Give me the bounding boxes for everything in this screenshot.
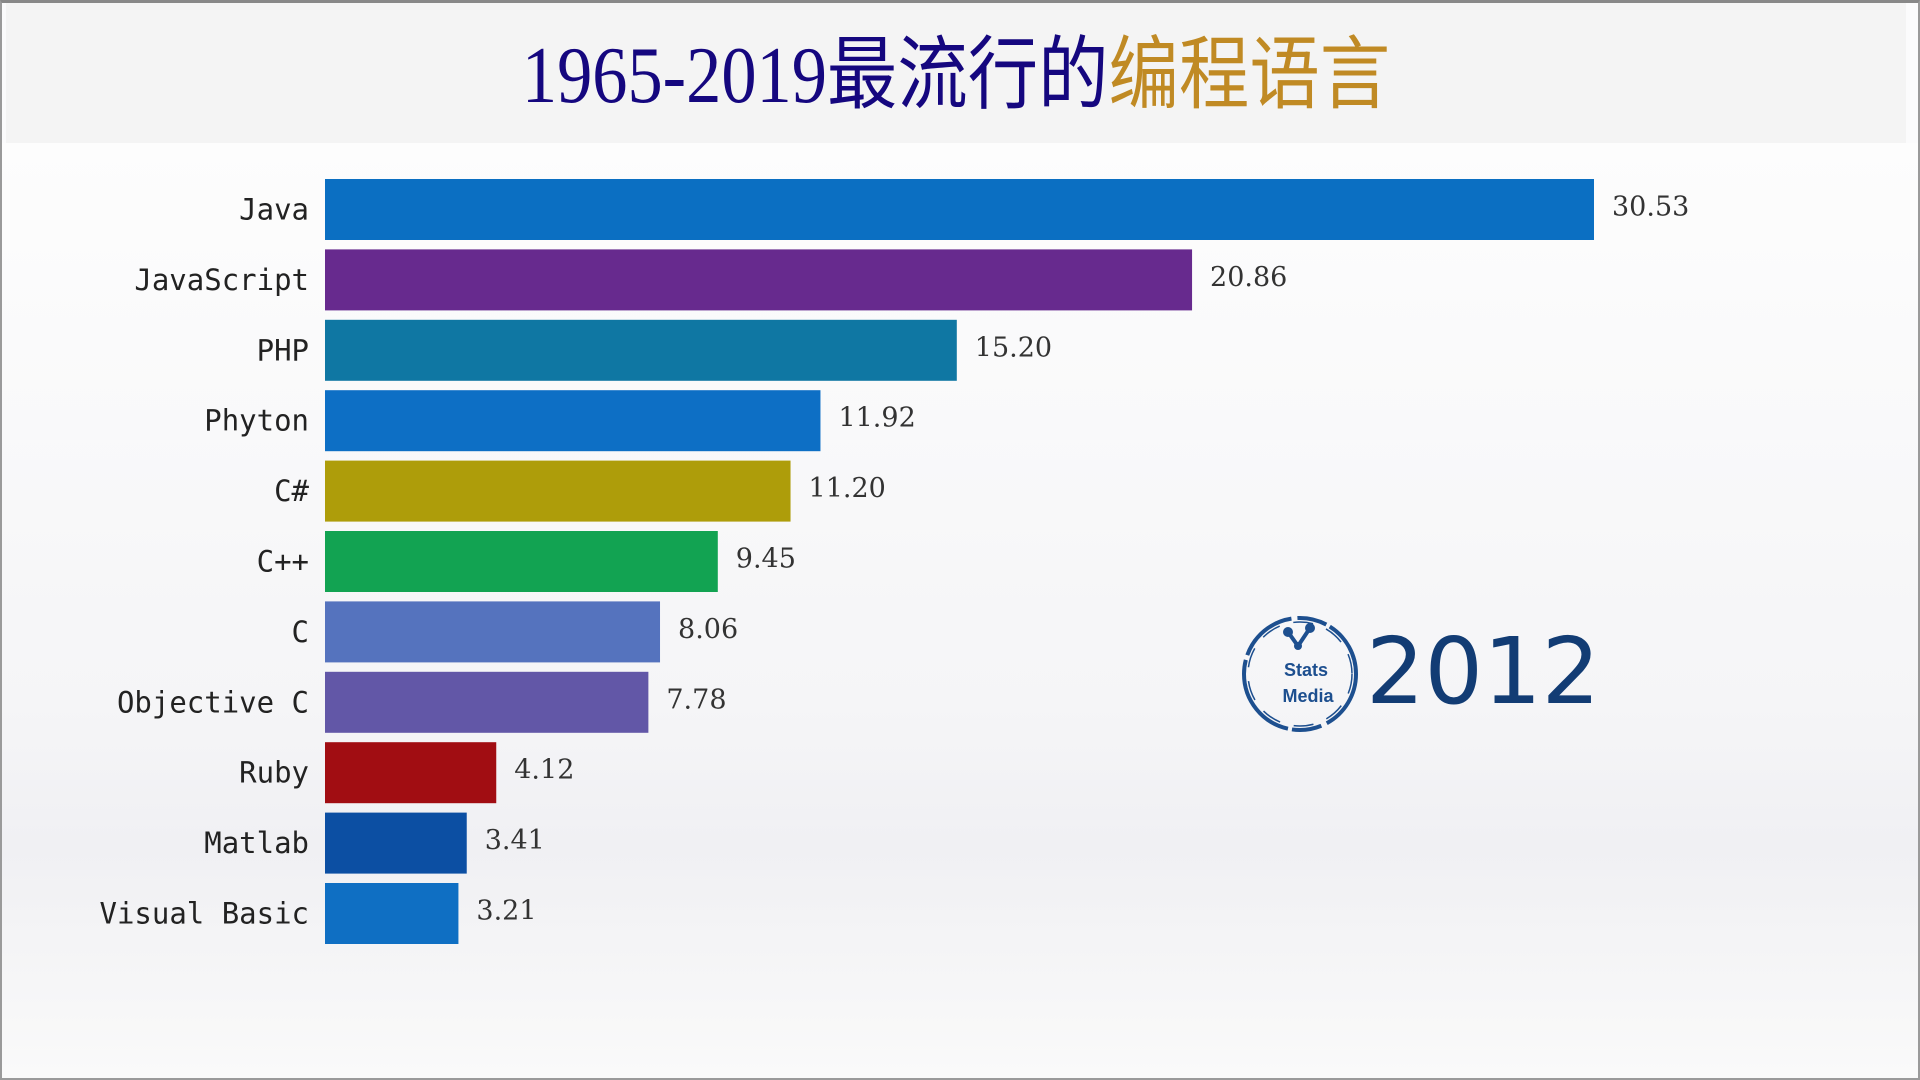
value-label: 4.12 bbox=[514, 755, 574, 786]
category-label: Objective C bbox=[117, 685, 309, 719]
title-part-1: 1965-2019最流行的 bbox=[521, 32, 1109, 120]
logo-text-1: Stats bbox=[1284, 660, 1328, 680]
bar-php bbox=[325, 319, 957, 381]
title-part-2: 编程语言 bbox=[1108, 32, 1391, 120]
category-label: Phyton bbox=[204, 404, 309, 438]
value-label: 11.92 bbox=[838, 403, 915, 434]
value-label: 8.06 bbox=[678, 614, 738, 645]
bar-matlab bbox=[325, 812, 467, 874]
logo-text-2: Media bbox=[1282, 686, 1334, 706]
value-label: 3.41 bbox=[485, 825, 545, 856]
bar-c- bbox=[325, 531, 718, 592]
value-label: 30.53 bbox=[1612, 192, 1689, 223]
value-label: 15.20 bbox=[975, 332, 1052, 363]
category-label: Ruby bbox=[239, 756, 309, 790]
value-label: 7.78 bbox=[666, 684, 726, 715]
category-label: Matlab bbox=[204, 826, 309, 860]
category-label: Java bbox=[239, 193, 309, 227]
value-label: 9.45 bbox=[736, 544, 796, 575]
value-label: 3.21 bbox=[476, 896, 536, 927]
category-label: C# bbox=[274, 474, 309, 508]
category-label: Visual Basic bbox=[99, 897, 309, 931]
bar-ruby bbox=[325, 742, 497, 804]
year-label: 2012 bbox=[1366, 618, 1601, 725]
stats-media-logo: Stats Media bbox=[1242, 616, 1358, 732]
bar-c bbox=[325, 601, 661, 663]
bar-c- bbox=[325, 460, 791, 522]
title-bar: 1965-2019最流行的编程语言 bbox=[6, 3, 1906, 143]
bar-visual-basic bbox=[325, 883, 459, 944]
value-label: 20.86 bbox=[1210, 262, 1287, 293]
category-label: C bbox=[292, 615, 309, 649]
bar-phyton bbox=[325, 390, 821, 452]
bar-java bbox=[325, 179, 1594, 240]
category-label: C++ bbox=[257, 545, 309, 579]
category-label: JavaScript bbox=[134, 263, 309, 297]
bar-javascript bbox=[325, 249, 1193, 311]
bar-objective-c bbox=[325, 671, 649, 733]
value-label: 11.20 bbox=[809, 473, 886, 504]
category-label: PHP bbox=[257, 333, 309, 367]
chart-title: 1965-2019最流行的编程语言 bbox=[120, 31, 1792, 121]
